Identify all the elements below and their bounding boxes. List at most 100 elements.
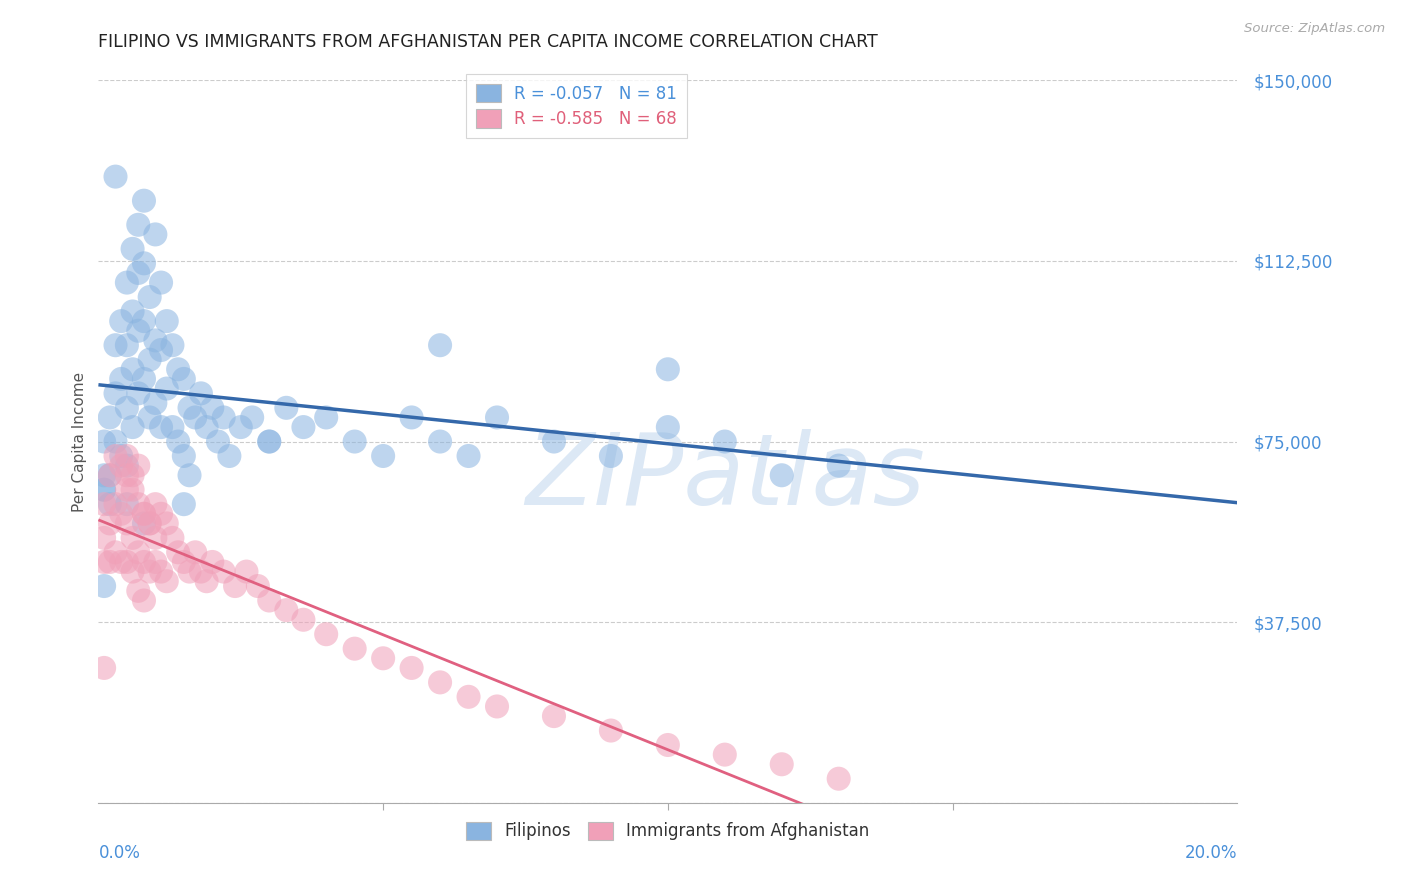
Point — [98, 468, 121, 483]
Point — [240, 410, 263, 425]
Point — [343, 434, 366, 449]
Point — [276, 401, 298, 415]
Point — [104, 169, 127, 184]
Point — [150, 276, 173, 290]
Point — [121, 468, 143, 483]
Point — [110, 449, 132, 463]
Point — [457, 449, 479, 463]
Text: FILIPINO VS IMMIGRANTS FROM AFGHANISTAN PER CAPITA INCOME CORRELATION CHART: FILIPINO VS IMMIGRANTS FROM AFGHANISTAN … — [98, 33, 879, 52]
Point — [486, 699, 509, 714]
Point — [132, 516, 155, 531]
Point — [132, 507, 155, 521]
Point — [145, 555, 167, 569]
Point — [93, 555, 115, 569]
Point — [373, 651, 395, 665]
Point — [98, 468, 121, 483]
Point — [145, 531, 167, 545]
Point — [315, 410, 337, 425]
Point — [104, 449, 127, 463]
Point — [543, 709, 565, 723]
Point — [115, 516, 138, 531]
Point — [132, 372, 155, 386]
Point — [207, 434, 229, 449]
Point — [138, 410, 160, 425]
Point — [212, 565, 235, 579]
Point — [600, 723, 623, 738]
Point — [657, 420, 679, 434]
Point — [138, 352, 160, 367]
Point — [93, 579, 115, 593]
Point — [104, 434, 127, 449]
Point — [121, 483, 143, 497]
Point — [127, 497, 149, 511]
Point — [138, 290, 160, 304]
Point — [343, 641, 366, 656]
Point — [201, 401, 224, 415]
Point — [115, 468, 138, 483]
Point — [132, 593, 155, 607]
Point — [150, 565, 173, 579]
Point — [195, 420, 218, 434]
Point — [429, 675, 451, 690]
Point — [190, 386, 212, 401]
Point — [156, 382, 179, 396]
Point — [93, 468, 115, 483]
Point — [224, 579, 246, 593]
Point — [104, 338, 127, 352]
Point — [127, 545, 149, 559]
Point — [115, 338, 138, 352]
Point — [401, 661, 423, 675]
Point — [190, 565, 212, 579]
Point — [127, 458, 149, 473]
Point — [543, 434, 565, 449]
Point — [179, 401, 201, 415]
Point — [110, 372, 132, 386]
Point — [127, 583, 149, 598]
Text: 20.0%: 20.0% — [1185, 845, 1237, 863]
Point — [127, 386, 149, 401]
Point — [98, 410, 121, 425]
Point — [167, 545, 190, 559]
Point — [150, 343, 173, 357]
Point — [132, 314, 155, 328]
Legend: Filipinos, Immigrants from Afghanistan: Filipinos, Immigrants from Afghanistan — [458, 814, 877, 848]
Point — [373, 449, 395, 463]
Point — [121, 565, 143, 579]
Point — [132, 194, 155, 208]
Point — [110, 458, 132, 473]
Point — [173, 449, 195, 463]
Point — [104, 545, 127, 559]
Text: ZIPatlas: ZIPatlas — [524, 429, 925, 526]
Point — [145, 227, 167, 242]
Text: Source: ZipAtlas.com: Source: ZipAtlas.com — [1244, 22, 1385, 36]
Point — [184, 545, 207, 559]
Point — [127, 218, 149, 232]
Point — [104, 497, 127, 511]
Point — [115, 483, 138, 497]
Point — [115, 276, 138, 290]
Point — [115, 449, 138, 463]
Y-axis label: Per Capita Income: Per Capita Income — [72, 371, 87, 512]
Point — [173, 497, 195, 511]
Point — [115, 401, 138, 415]
Point — [93, 483, 115, 497]
Point — [115, 497, 138, 511]
Point — [156, 314, 179, 328]
Point — [145, 334, 167, 348]
Point — [246, 579, 269, 593]
Point — [229, 420, 252, 434]
Point — [93, 434, 115, 449]
Point — [195, 574, 218, 589]
Point — [93, 661, 115, 675]
Point — [98, 497, 121, 511]
Point — [276, 603, 298, 617]
Point — [93, 531, 115, 545]
Point — [770, 468, 793, 483]
Point — [121, 304, 143, 318]
Point — [292, 420, 315, 434]
Point — [259, 434, 281, 449]
Point — [828, 772, 851, 786]
Point — [145, 497, 167, 511]
Point — [212, 410, 235, 425]
Point — [457, 690, 479, 704]
